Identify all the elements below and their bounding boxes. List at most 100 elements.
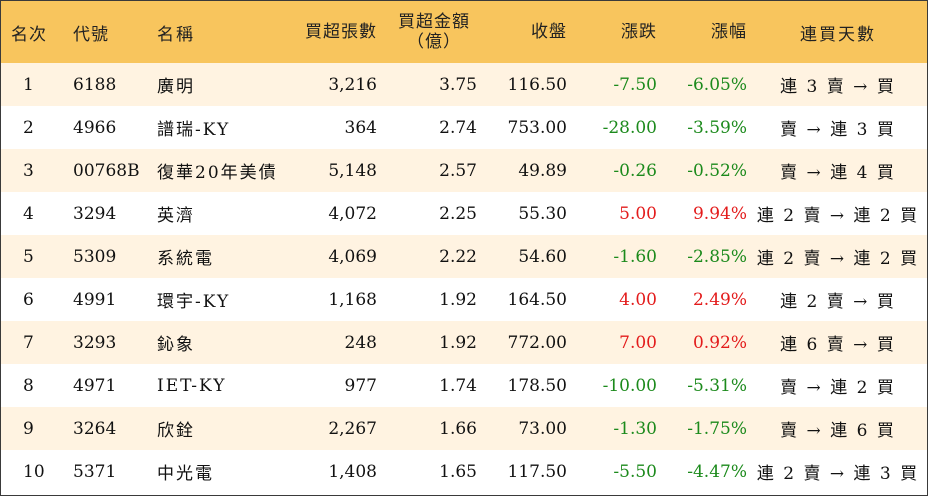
cell-close: 116.50	[507, 74, 567, 95]
header-rank: 名次	[11, 24, 47, 45]
cell-change-pct: -1.75%	[687, 418, 747, 439]
cell-rank: 5	[23, 246, 34, 267]
cell-change-pct: 2.49%	[692, 289, 747, 310]
cell-buy-amount: 1.66	[439, 418, 477, 439]
cell-change: 4.00	[619, 289, 657, 310]
cell-close: 178.50	[507, 375, 567, 396]
header-change: 漲跌	[621, 22, 657, 42]
cell-buy-amount: 2.57	[439, 160, 477, 181]
cell-code: 5309	[73, 246, 117, 267]
cell-code: 5371	[73, 461, 117, 482]
cell-change-pct: -0.52%	[687, 160, 747, 181]
cell-buy-lots: 3,216	[328, 74, 377, 95]
cell-rank: 1	[23, 74, 34, 95]
cell-code: 4971	[73, 375, 117, 396]
cell-name: 英濟	[157, 206, 195, 226]
cell-change-pct: -6.05%	[687, 74, 747, 95]
cell-buy-amount: 1.92	[439, 289, 477, 310]
cell-name: 環宇-KY	[157, 292, 231, 312]
table-row: 4 3294 英濟 4,072 2.25 55.30 5.00 9.94% 連 2 賣 → 連 …	[1, 192, 927, 235]
table-header-row: 名次 代號 名稱 買超張數 買超金額 （億） 收盤 漲跌 漲幅 連買天數	[1, 1, 927, 63]
cell-streak: 連 2 賣 → 買	[780, 292, 896, 312]
cell-change: -1.60	[613, 246, 657, 267]
cell-change-pct: -5.31%	[687, 375, 747, 396]
cell-close: 49.89	[518, 160, 567, 181]
cell-name: 復華20年美債	[157, 163, 278, 183]
table-row: 2 4966 譜瑞-KY 364 2.74 753.00 -28.00 -3.59% 賣 → 連…	[1, 106, 927, 149]
cell-close: 164.50	[507, 289, 567, 310]
cell-buy-amount: 2.25	[439, 203, 477, 224]
cell-rank: 2	[23, 117, 34, 138]
cell-close: 73.00	[518, 418, 567, 439]
cell-change: -1.30	[613, 418, 657, 439]
cell-change: -5.50	[613, 461, 657, 482]
header-buy-amount-line1: 買超金額	[398, 12, 470, 32]
cell-buy-lots: 5,148	[328, 160, 377, 181]
cell-streak: 賣 → 連 6 買	[780, 421, 896, 441]
table-row: 3 00768B 復華20年美債 5,148 2.57 49.89 -0.26 -0.52% 賣…	[1, 149, 927, 192]
cell-rank: 6	[23, 289, 34, 310]
header-change-pct: 漲幅	[711, 22, 747, 42]
cell-rank: 10	[23, 461, 45, 482]
cell-rank: 7	[23, 332, 34, 353]
cell-streak: 連 3 賣 → 買	[780, 77, 896, 97]
cell-close: 54.60	[518, 246, 567, 267]
cell-streak: 賣 → 連 3 買	[780, 120, 896, 140]
table-row: 1 6188 廣明 3,216 3.75 116.50 -7.50 -6.05% 連 3 賣 →…	[1, 63, 927, 106]
cell-buy-amount: 3.75	[439, 74, 477, 95]
cell-name: 欣銓	[157, 421, 195, 441]
cell-buy-lots: 4,072	[328, 203, 377, 224]
cell-change-pct: -4.47%	[687, 461, 747, 482]
cell-code: 00768B	[73, 160, 140, 181]
cell-buy-amount: 2.22	[439, 246, 477, 267]
table-row: 9 3264 欣銓 2,267 1.66 73.00 -1.30 -1.75% 賣 → 連 6 …	[1, 407, 927, 450]
header-name: 名稱	[157, 24, 195, 45]
cell-rank: 3	[23, 160, 34, 181]
cell-buy-lots: 1,168	[328, 289, 377, 310]
cell-change: -0.26	[613, 160, 657, 181]
header-buy-amount-line2: （億）	[407, 32, 461, 52]
cell-code: 6188	[73, 74, 117, 95]
cell-name: 譜瑞-KY	[157, 120, 231, 140]
cell-rank: 8	[23, 375, 34, 396]
cell-change-pct: -2.85%	[687, 246, 747, 267]
cell-code: 3293	[73, 332, 117, 353]
cell-code: 4991	[73, 289, 117, 310]
cell-change-pct: 9.94%	[692, 203, 747, 224]
cell-buy-lots: 977	[344, 375, 377, 396]
cell-close: 117.50	[507, 461, 567, 482]
cell-buy-amount: 1.74	[439, 375, 477, 396]
cell-name: 廣明	[157, 77, 195, 97]
cell-change-pct: 0.92%	[692, 332, 747, 353]
cell-rank: 9	[23, 418, 34, 439]
cell-streak: 連 2 賣 → 連 3 買	[756, 464, 920, 484]
table-row: 5 5309 系統電 4,069 2.22 54.60 -1.60 -2.85% 連 2 賣 →…	[1, 235, 927, 278]
cell-buy-amount: 2.74	[439, 117, 477, 138]
cell-buy-lots: 1,408	[328, 461, 377, 482]
cell-buy-lots: 364	[344, 117, 377, 138]
cell-name: 中光電	[157, 464, 214, 484]
cell-buy-amount: 1.65	[439, 461, 477, 482]
table-row: 8 4971 IET-KY 977 1.74 178.50 -10.00 -5.31% 賣 → …	[1, 364, 927, 407]
cell-name: IET-KY	[157, 375, 227, 396]
header-close: 收盤	[531, 22, 567, 42]
header-buy-lots: 買超張數	[305, 22, 377, 42]
cell-change: 5.00	[619, 203, 657, 224]
cell-close: 55.30	[518, 203, 567, 224]
header-streak: 連買天數	[800, 24, 876, 45]
cell-streak: 連 6 賣 → 買	[780, 335, 896, 355]
cell-buy-lots: 248	[344, 332, 377, 353]
cell-buy-lots: 4,069	[328, 246, 377, 267]
cell-streak: 連 2 賣 → 連 2 買	[756, 249, 920, 269]
table-row: 6 4991 環宇-KY 1,168 1.92 164.50 4.00 2.49% 連 2 賣 …	[1, 278, 927, 321]
cell-streak: 賣 → 連 2 買	[780, 378, 896, 398]
cell-code: 3294	[73, 203, 117, 224]
cell-change: -7.50	[613, 74, 657, 95]
cell-change: -28.00	[602, 117, 657, 138]
cell-buy-lots: 2,267	[328, 418, 377, 439]
cell-buy-amount: 1.92	[439, 332, 477, 353]
table-body: 1 6188 廣明 3,216 3.75 116.50 -7.50 -6.05% 連 3 賣 →…	[1, 63, 927, 493]
header-code: 代號	[73, 24, 109, 45]
